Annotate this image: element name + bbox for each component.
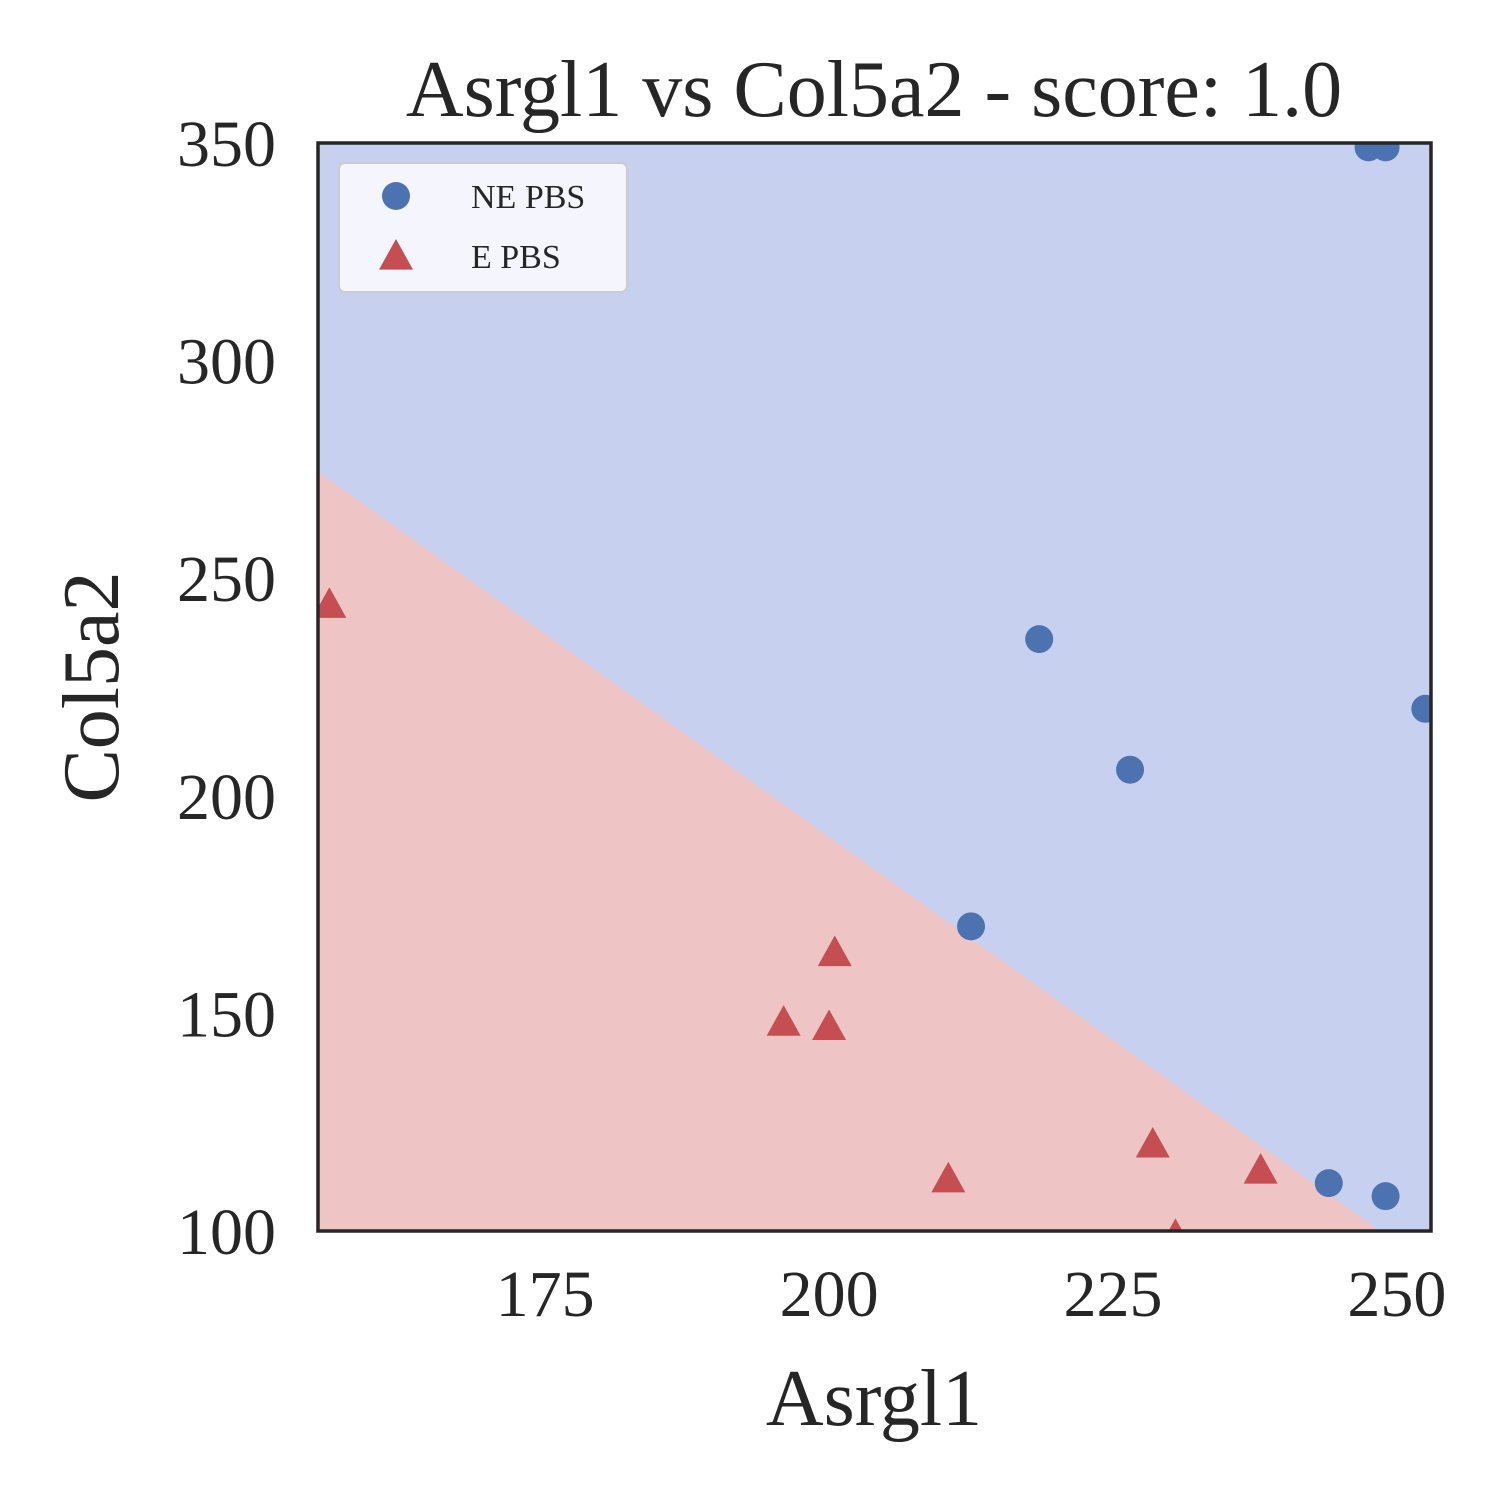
x-tick-label: 225 bbox=[1064, 1258, 1163, 1331]
y-tick-label: 200 bbox=[177, 761, 276, 834]
point-ne-pbs-5 bbox=[1411, 694, 1431, 723]
x-tick-label: 175 bbox=[496, 1258, 595, 1331]
legend-label: E PBS bbox=[471, 239, 561, 276]
point-ne-pbs-3 bbox=[1116, 755, 1145, 784]
data-points bbox=[318, 143, 1431, 1231]
legend-marker-0 bbox=[382, 182, 410, 210]
chart-title: Asrgl1 vs Col5a2 - score: 1.0 bbox=[406, 46, 1342, 134]
y-tick-label: 100 bbox=[177, 1196, 276, 1269]
x-axis-ticks: 175 200 225 250 bbox=[496, 1258, 1447, 1331]
point-e-pbs-2 bbox=[766, 1005, 801, 1036]
legend: NE PBS E PBS bbox=[338, 162, 628, 293]
point-ne-pbs-7 bbox=[1371, 1182, 1400, 1211]
point-ne-pbs-6 bbox=[1314, 1169, 1343, 1198]
point-e-pbs-6 bbox=[1243, 1153, 1278, 1184]
x-tick-label: 250 bbox=[1347, 1258, 1446, 1331]
y-tick-label: 300 bbox=[177, 326, 276, 399]
legend-marker-1 bbox=[379, 239, 413, 270]
plot-frame bbox=[316, 141, 1433, 1233]
point-ne-pbs-4 bbox=[957, 912, 986, 941]
y-tick-label: 250 bbox=[177, 543, 276, 616]
point-ne-pbs-1 bbox=[1371, 143, 1400, 162]
y-tick-label: 150 bbox=[177, 978, 276, 1051]
point-e-pbs-1 bbox=[817, 935, 852, 967]
decision-regions bbox=[318, 143, 1431, 1231]
y-tick-label: 350 bbox=[177, 108, 276, 181]
x-axis-label: Asrgl1 bbox=[766, 1355, 982, 1443]
point-e-pbs-0 bbox=[318, 587, 347, 618]
point-e-pbs-5 bbox=[1135, 1126, 1170, 1158]
point-e-pbs-4 bbox=[931, 1161, 966, 1193]
y-axis-ticks: 100 150 200 250 300 350 bbox=[177, 108, 276, 1269]
x-tick-label: 200 bbox=[780, 1258, 879, 1331]
legend-label: NE PBS bbox=[471, 179, 585, 216]
point-ne-pbs-2 bbox=[1025, 625, 1054, 654]
region-e-pbs bbox=[318, 471, 1380, 1231]
y-axis-label: Col5a2 bbox=[48, 571, 136, 802]
point-e-pbs-7 bbox=[1168, 1218, 1183, 1231]
legend-box bbox=[338, 162, 628, 293]
point-e-pbs-3 bbox=[812, 1009, 847, 1041]
